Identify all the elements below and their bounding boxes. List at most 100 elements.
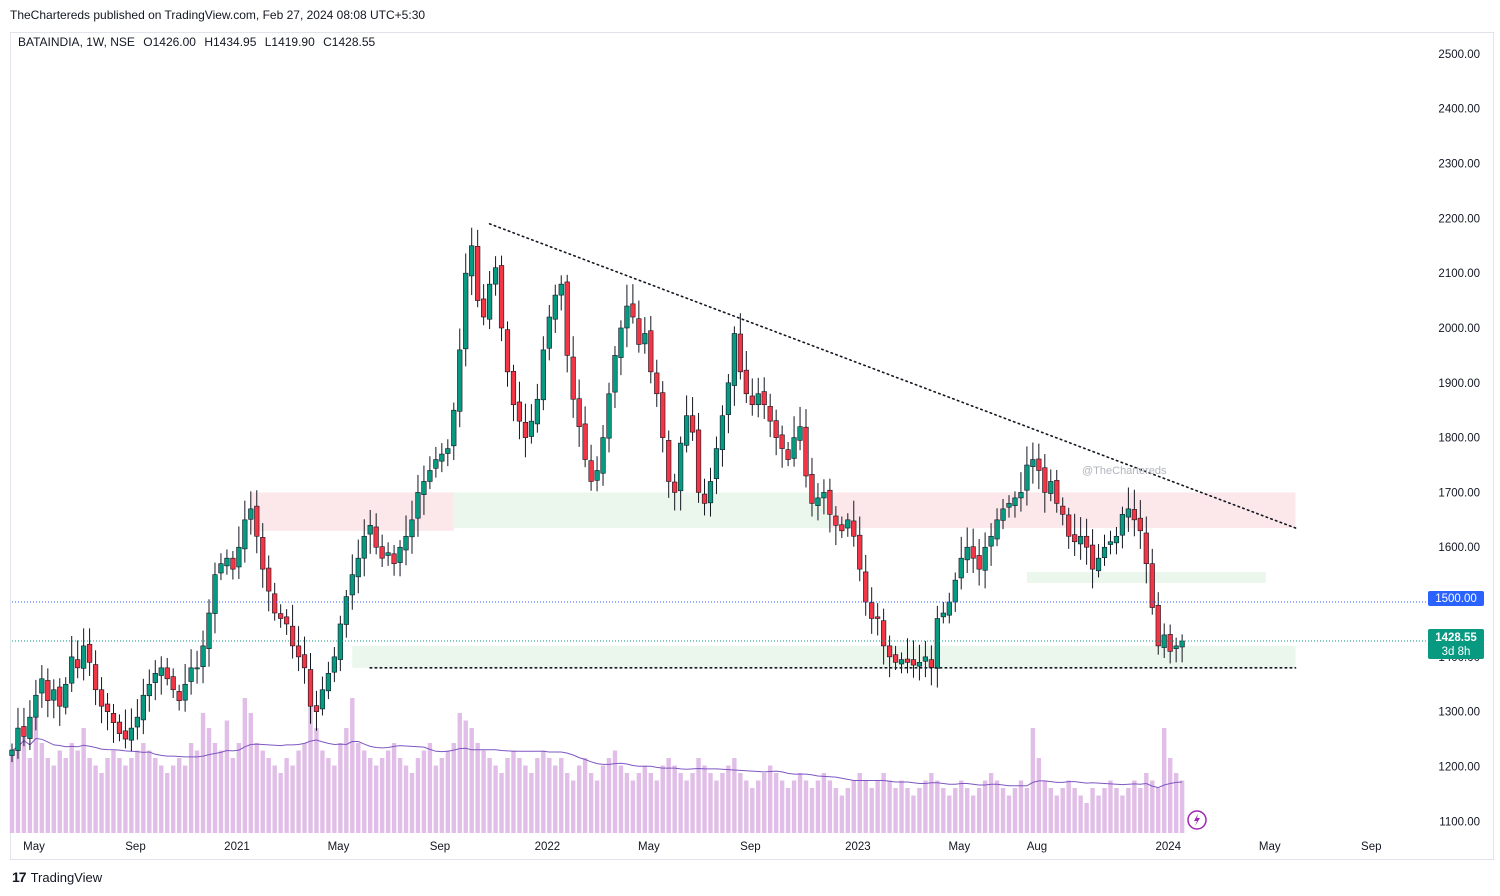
candle [863, 554, 869, 616]
candle [964, 527, 970, 573]
trendline[interactable] [488, 223, 1297, 529]
candle [272, 582, 278, 621]
candle [958, 536, 964, 590]
volume-bar [988, 773, 994, 833]
volume-bar [123, 765, 128, 833]
candle [1024, 446, 1030, 506]
y-tick-label: 2300.00 [1438, 159, 1480, 171]
candle [1042, 454, 1048, 513]
candle [373, 513, 379, 555]
candle [833, 506, 839, 546]
volume-bar [391, 743, 397, 833]
volume-bar [582, 758, 588, 833]
volume-bar [1090, 788, 1095, 833]
candle [188, 649, 194, 695]
footer-brand[interactable]: 17 TradingView [12, 869, 102, 885]
volume-bar [666, 758, 671, 833]
volume-bar [833, 788, 839, 833]
x-tick-label: May [948, 841, 970, 853]
x-tick-label: Sep [740, 841, 760, 853]
candle [212, 562, 218, 634]
candle [624, 284, 630, 348]
candle [546, 304, 552, 361]
y-tick-label: 2200.00 [1438, 213, 1480, 225]
candle [654, 359, 660, 407]
volume-bar [1072, 788, 1077, 833]
volume-bar [756, 780, 761, 833]
volume-bar [618, 765, 624, 833]
candle [522, 403, 529, 458]
candle [325, 661, 332, 700]
volume-bar [129, 758, 134, 833]
candle [248, 491, 254, 535]
candle [116, 714, 123, 742]
candle [916, 644, 923, 681]
candle [152, 660, 158, 701]
volume-bar [135, 750, 140, 833]
volume-bar [1060, 788, 1065, 833]
volume-bar [254, 743, 259, 833]
volume-bar [559, 758, 564, 833]
volume-bar [314, 728, 319, 833]
candle [642, 317, 648, 354]
volume-bar [994, 780, 1000, 833]
volume-bar [708, 773, 713, 833]
candle [15, 707, 21, 759]
candle [779, 425, 785, 468]
volume-bar [809, 788, 815, 833]
candle [289, 604, 296, 659]
volume-bar [475, 743, 480, 833]
candle [689, 397, 696, 441]
volume-bar [260, 750, 265, 833]
candle [797, 406, 803, 451]
volume-bar [385, 750, 391, 833]
candle [684, 395, 690, 453]
volume-bar [165, 773, 170, 833]
candle [33, 679, 39, 731]
volume-bar [33, 713, 39, 833]
candle [421, 465, 427, 515]
candle [498, 255, 505, 342]
candle [1113, 526, 1120, 555]
volume-bar [965, 788, 970, 833]
candle [69, 636, 75, 692]
candle [200, 630, 206, 684]
volume-bar [302, 743, 307, 833]
volume-bar [893, 788, 898, 833]
volume-bar [642, 765, 648, 833]
candle [743, 351, 749, 404]
volume-bar [565, 773, 570, 833]
candle [158, 656, 164, 695]
flash-icon[interactable] [1187, 810, 1207, 830]
candle [660, 381, 666, 453]
volume-bar [1150, 780, 1155, 833]
volume-bar [397, 758, 403, 833]
candle [516, 381, 523, 440]
y-tick-label: 2100.00 [1438, 268, 1480, 280]
y-tick-label: 1800.00 [1438, 433, 1480, 445]
candle [588, 444, 594, 491]
volume-bar [1078, 795, 1083, 833]
candle [1072, 513, 1078, 557]
volume-bar [821, 773, 827, 833]
annotation-lines [12, 223, 1426, 669]
volume-bar [296, 750, 301, 833]
candle [994, 508, 1000, 547]
volume-bar [970, 795, 976, 833]
candle [528, 404, 534, 444]
volume-bar [863, 780, 868, 833]
volume-bar [9, 750, 15, 833]
candle [791, 416, 797, 467]
volume-bar [326, 758, 331, 833]
candle [1036, 443, 1042, 490]
volume-bar [594, 780, 600, 833]
volume-bar [1120, 795, 1125, 833]
volume-bar [547, 758, 552, 833]
candle [319, 676, 326, 716]
volume-bar [791, 780, 797, 833]
volume-bar [230, 758, 236, 833]
volume-bar [266, 758, 271, 833]
candle [397, 540, 403, 577]
volume-bar [857, 773, 862, 833]
